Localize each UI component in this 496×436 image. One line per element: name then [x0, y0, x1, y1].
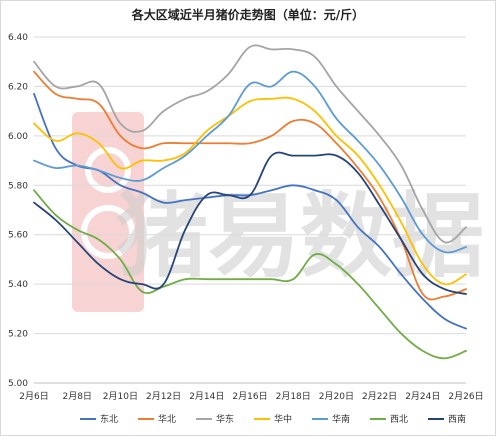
- legend-label: 华东: [216, 413, 234, 425]
- watermark-logo-ring-top: [85, 147, 131, 193]
- x-tick-label: 2月6日: [19, 391, 48, 402]
- series-line-4: [33, 70, 467, 254]
- series-line-1: [33, 70, 467, 301]
- chart-title: 各大区域近半月猪价走势图（单位：元/斤）: [131, 7, 364, 22]
- y-tick-label: 5.20: [8, 330, 28, 340]
- x-tick-label: 2月26日: [448, 391, 483, 402]
- x-tick-label: 2月8日: [62, 391, 91, 402]
- legend-item: 华中: [254, 413, 292, 425]
- series-line-2: [33, 44, 467, 244]
- x-tick-label: 2月24日: [405, 391, 440, 402]
- x-tick-label: 2月20日: [319, 391, 354, 402]
- legend-item: 西南: [428, 413, 466, 425]
- legend-item: 华北: [138, 413, 176, 425]
- watermark-logo: [72, 112, 144, 312]
- y-tick-label: 5.60: [8, 231, 28, 241]
- x-axis: 2月6日 2月8日 2月10日 2月12日 2月14日 2月16日 2月18日 2月20日 2月…: [19, 382, 484, 402]
- watermark-text: 猪易数据: [116, 183, 484, 290]
- y-axis: 5.00 5.20 5.40 5.60 5.80 6.00 6.20 6.40: [8, 33, 28, 389]
- x-tick-label: 2月16日: [232, 391, 267, 402]
- legend-item: 东北: [80, 413, 118, 425]
- legend-item: 华东: [196, 413, 234, 425]
- y-tick-label: 5.40: [8, 280, 28, 290]
- y-tick-label: 6.40: [8, 33, 28, 43]
- y-tick-label: 6.00: [8, 132, 28, 142]
- x-tick-label: 2月22日: [362, 391, 397, 402]
- series-line-5: [33, 189, 467, 360]
- x-tick-label: 2月12日: [146, 391, 181, 402]
- legend-label: 西北: [390, 414, 408, 425]
- series-layer: [33, 44, 467, 360]
- legend: 东北 华北 华东 华中 华南 西北 西南: [80, 413, 466, 425]
- y-tick-label: 6.20: [8, 82, 28, 92]
- x-tick-label: 2月18日: [276, 391, 311, 402]
- legend-label: 西南: [448, 413, 466, 425]
- watermark-logo-bar: [72, 112, 144, 312]
- legend-label: 华北: [158, 413, 176, 425]
- series-line-3: [33, 96, 467, 286]
- legend-label: 华南: [332, 413, 350, 425]
- x-tick-label: 2月14日: [189, 391, 224, 402]
- x-tick-label: 2月10日: [103, 391, 138, 402]
- legend-item: 西北: [370, 414, 408, 425]
- y-tick-label: 5.00: [8, 379, 28, 389]
- legend-label: 华中: [274, 413, 292, 425]
- legend-item: 华南: [312, 413, 350, 425]
- legend-label: 东北: [100, 413, 118, 425]
- series-line-6: [33, 151, 467, 295]
- y-tick-label: 5.80: [8, 181, 28, 191]
